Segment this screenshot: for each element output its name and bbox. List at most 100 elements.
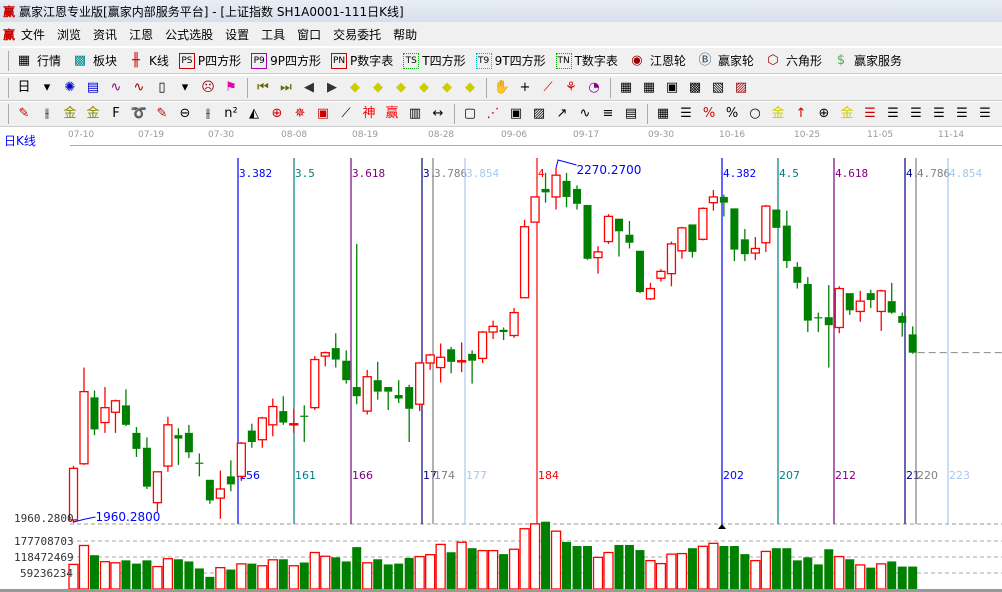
hline5-icon[interactable]: ☰ xyxy=(956,106,968,121)
pen-icon[interactable]: ✎ xyxy=(18,106,30,121)
sign-right-icon[interactable]: ◆ xyxy=(373,80,383,95)
calendar-icon[interactable]: ▦ xyxy=(619,80,633,95)
toolbar-button-8[interactable]: TN T数字表 xyxy=(555,52,618,69)
sign-left-icon[interactable]: ◆ xyxy=(350,80,360,95)
square-web-icon[interactable]: ▣ xyxy=(316,106,330,121)
menu-item[interactable]: 交易委托 xyxy=(333,27,382,42)
cross-box-icon[interactable]: ▨ xyxy=(532,106,546,121)
map-icon[interactable]: ✺ xyxy=(64,80,76,95)
toolbar-button-2[interactable]: ╫ K线 xyxy=(127,52,169,70)
pen-ruler-icon[interactable]: ✎ xyxy=(156,106,168,121)
gold-ruler-icon[interactable]: 金 xyxy=(63,106,77,121)
wave9-icon[interactable]: ∿ xyxy=(133,80,145,95)
toolbar-grip[interactable] xyxy=(8,50,9,71)
menu-item[interactable]: 公式选股 xyxy=(165,27,214,42)
crosshair-icon[interactable]: + xyxy=(519,80,531,95)
candle-type-icon[interactable]: ▯ xyxy=(158,80,166,95)
width-icon[interactable]: ↔ xyxy=(432,106,444,121)
equal-icon[interactable]: ≡ xyxy=(602,106,614,121)
left-arrow-icon[interactable]: ◀ xyxy=(304,80,314,95)
circle-icon[interactable]: ○ xyxy=(749,106,761,121)
win-icon[interactable]: 赢 xyxy=(385,106,399,121)
kline-chart[interactable]: 3.3821563.51613.6181663.173.7861743.8541… xyxy=(0,127,1002,592)
web-icon[interactable]: ✵ xyxy=(294,106,306,121)
four-lines-icon[interactable]: ⫲ xyxy=(205,106,211,121)
toolbar-button-11[interactable]: ⬡ 六角形 xyxy=(764,52,822,70)
menu-item[interactable]: 工具 xyxy=(261,27,286,42)
period-day-icon[interactable]: 日 xyxy=(17,80,31,95)
menu-item[interactable]: 文件 xyxy=(21,27,46,42)
gold-bars-icon[interactable]: 金 xyxy=(771,106,785,121)
menu-item[interactable]: 帮助 xyxy=(393,27,418,42)
toolbar-button-1[interactable]: ▩ 板块 xyxy=(71,52,117,70)
toolbar-grip[interactable] xyxy=(8,104,9,124)
toolbar-button-3[interactable]: PS P四方形 xyxy=(178,52,241,69)
wave3-icon[interactable]: ∿ xyxy=(110,80,122,95)
square-icon[interactable]: ▣ xyxy=(509,106,523,121)
toolbar-grip[interactable] xyxy=(8,78,9,98)
menu-item[interactable]: 窗口 xyxy=(297,27,322,42)
arrow-up-icon[interactable]: ↑ xyxy=(795,106,807,121)
table-icon[interactable]: ▦ xyxy=(656,106,670,121)
tree-icon[interactable]: ⚘ xyxy=(565,80,577,95)
flag-icon[interactable]: ⚑ xyxy=(225,80,237,95)
chart-icon[interactable]: ▤ xyxy=(624,106,638,121)
triangle-icon[interactable]: ◭ xyxy=(249,106,259,121)
toolbar-button-12[interactable]: $ 赢家服务 xyxy=(832,52,902,70)
angle-icon[interactable]: ⟋ xyxy=(341,106,351,121)
toolbar-button-4[interactable]: P9 9P四方形 xyxy=(251,52,321,69)
toolbar-button-6[interactable]: TS T四方形 xyxy=(403,52,466,69)
arrow-icon[interactable]: ↗ xyxy=(556,106,568,121)
hline3-icon[interactable]: ☰ xyxy=(910,106,922,121)
hline6-icon[interactable]: ☰ xyxy=(979,106,991,121)
sign-star-icon[interactable]: ◆ xyxy=(442,80,452,95)
clipboard-icon[interactable]: ▤ xyxy=(86,80,100,95)
fib-icon[interactable]: F xyxy=(112,106,120,121)
toolbar-button-10[interactable]: Ⓑ 赢家轮 xyxy=(696,52,754,70)
hline4-icon[interactable]: ☰ xyxy=(933,106,945,121)
gold-ruler2-icon[interactable]: 金 xyxy=(86,106,100,121)
first-page-icon[interactable]: ⏮ xyxy=(257,80,269,95)
god-icon[interactable]: 神 xyxy=(362,106,376,121)
sign-horizontal-icon[interactable]: ◆ xyxy=(396,80,406,95)
toolbar-button-0[interactable]: ▦ 行情 xyxy=(15,52,61,70)
menu-item[interactable]: 设置 xyxy=(225,27,250,42)
menu-item[interactable]: 江恩 xyxy=(129,27,154,42)
print-icon[interactable]: ▧ xyxy=(711,80,725,95)
sign-vertical-icon[interactable]: ◆ xyxy=(465,80,475,95)
spiral-icon[interactable]: ➰ xyxy=(130,106,148,121)
exit-icon[interactable]: ▨ xyxy=(734,80,748,95)
menu-item[interactable]: 资讯 xyxy=(93,27,118,42)
calculator-icon[interactable]: ▦ xyxy=(642,80,656,95)
box-icon[interactable]: ▢ xyxy=(463,106,477,121)
gold-icon[interactable]: 金 xyxy=(840,106,854,121)
toolbar-button-9[interactable]: ◉ 江恩轮 xyxy=(628,52,686,70)
percent-sign-icon[interactable]: % xyxy=(702,106,716,121)
save-icon[interactable]: ▩ xyxy=(688,80,702,95)
right-arrow-icon[interactable]: ▶ xyxy=(327,80,337,95)
chevron-down-icon[interactable]: ▾ xyxy=(43,80,51,95)
lock-icon[interactable]: ⊕ xyxy=(818,106,830,121)
wave-icon[interactable]: ∿ xyxy=(579,106,591,121)
lines-icon[interactable]: ☰ xyxy=(680,106,692,121)
face-icon[interactable]: ☹ xyxy=(201,80,215,95)
target-icon[interactable]: ⊕ xyxy=(271,106,283,121)
chart-pie-icon[interactable]: ◔ xyxy=(588,80,600,95)
fan-icon[interactable]: ⋰ xyxy=(486,106,500,121)
circle-ruler-icon[interactable]: ⊖ xyxy=(179,106,191,121)
hand-icon[interactable]: ✋ xyxy=(493,80,511,95)
percent-icon[interactable]: % xyxy=(725,106,739,121)
hline2-icon[interactable]: ☰ xyxy=(887,106,899,121)
book-icon[interactable]: ▣ xyxy=(665,80,679,95)
ruler123-icon[interactable]: ▥ xyxy=(408,106,422,121)
hline-icon[interactable]: ☰ xyxy=(864,106,876,121)
last-page-icon[interactable]: ⏭ xyxy=(280,80,292,95)
menu-logo-icon[interactable]: 赢 xyxy=(3,27,16,42)
toolbar-button-7[interactable]: T9 9T四方形 xyxy=(475,52,546,69)
parallel-lines-icon[interactable]: ⫲ xyxy=(44,106,50,121)
toolbar-button-5[interactable]: PN P数字表 xyxy=(331,52,393,69)
n2-icon[interactable]: n² xyxy=(224,106,238,121)
pencil-line-icon[interactable]: ⟋ xyxy=(543,80,553,95)
sign-cross-icon[interactable]: ◆ xyxy=(419,80,429,95)
chevron-down-icon[interactable]: ▾ xyxy=(181,80,189,95)
